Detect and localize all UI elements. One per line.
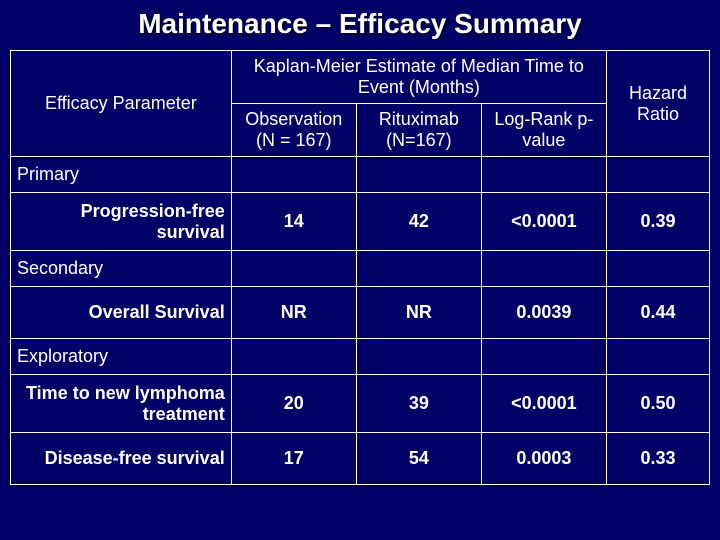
cell-rit: NR [356,287,481,339]
empty-cell [606,339,709,375]
cell-rit: 39 [356,375,481,433]
empty-cell [231,251,356,287]
cell-hr: 0.33 [606,433,709,485]
section-exploratory: Exploratory [11,339,710,375]
row-os: Overall Survival NR NR 0.0039 0.44 [11,287,710,339]
row-dfs: Disease-free survival 17 54 0.0003 0.33 [11,433,710,485]
section-label: Secondary [11,251,232,287]
cell-hr: 0.39 [606,193,709,251]
cell-rit: 54 [356,433,481,485]
empty-cell [231,157,356,193]
cell-obs: NR [231,287,356,339]
header-log: Log-Rank p-value [481,104,606,157]
cell-obs: 14 [231,193,356,251]
empty-cell [356,251,481,287]
cell-hr: 0.50 [606,375,709,433]
slide-title: Maintenance – Efficacy Summary [10,4,710,40]
cell-log: <0.0001 [481,375,606,433]
cell-obs: 17 [231,433,356,485]
header-km: Kaplan-Meier Estimate of Median Time to … [231,51,606,104]
param-label: Overall Survival [11,287,232,339]
empty-cell [481,339,606,375]
cell-obs: 20 [231,375,356,433]
cell-log: <0.0001 [481,193,606,251]
cell-rit: 42 [356,193,481,251]
slide-container: Maintenance – Efficacy Summary Efficacy … [0,0,720,540]
param-label: Time to new lymphoma treatment [11,375,232,433]
cell-hr: 0.44 [606,287,709,339]
header-hazard: Hazard Ratio [606,51,709,157]
empty-cell [481,157,606,193]
section-label: Primary [11,157,232,193]
empty-cell [231,339,356,375]
cell-log: 0.0039 [481,287,606,339]
section-label: Exploratory [11,339,232,375]
param-label: Progression-free survival [11,193,232,251]
header-rit: Rituximab (N=167) [356,104,481,157]
empty-cell [606,251,709,287]
empty-cell [356,339,481,375]
empty-cell [481,251,606,287]
header-param: Efficacy Parameter [11,51,232,157]
cell-log: 0.0003 [481,433,606,485]
header-row-1: Efficacy Parameter Kaplan-Meier Estimate… [11,51,710,104]
empty-cell [356,157,481,193]
section-primary: Primary [11,157,710,193]
empty-cell [606,157,709,193]
row-ttn: Time to new lymphoma treatment 20 39 <0.… [11,375,710,433]
param-label: Disease-free survival [11,433,232,485]
section-secondary: Secondary [11,251,710,287]
header-obs: Observation (N = 167) [231,104,356,157]
efficacy-table: Efficacy Parameter Kaplan-Meier Estimate… [10,50,710,485]
row-pfs: Progression-free survival 14 42 <0.0001 … [11,193,710,251]
